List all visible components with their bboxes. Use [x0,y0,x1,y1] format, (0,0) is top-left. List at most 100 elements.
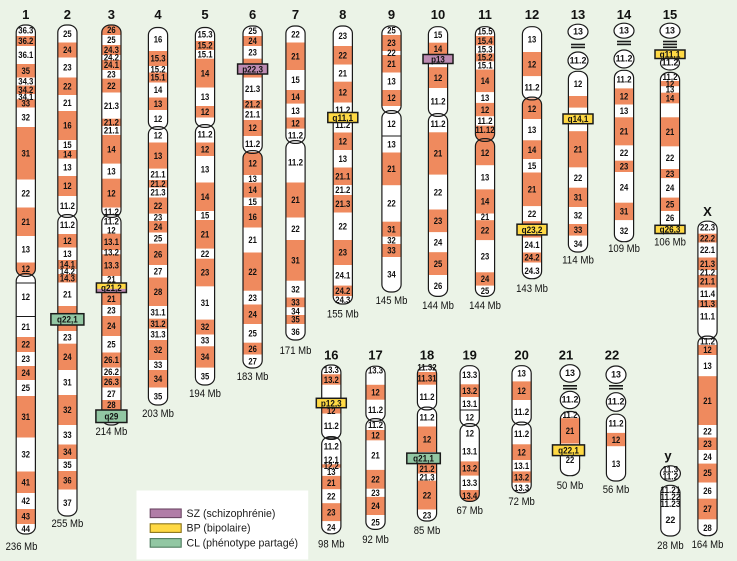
svg-text:8: 8 [339,7,346,22]
svg-text:15.5: 15.5 [477,27,492,37]
svg-text:24.2: 24.2 [335,286,350,296]
svg-text:12: 12 [339,87,348,97]
svg-text:12: 12 [703,345,712,355]
svg-text:12: 12 [525,7,539,22]
svg-text:12: 12 [154,130,163,140]
svg-text:q21,2: q21,2 [101,283,122,293]
svg-text:214 Mb: 214 Mb [96,426,128,438]
svg-text:q23,2: q23,2 [522,225,543,235]
svg-text:43: 43 [22,512,31,522]
svg-text:12: 12 [371,388,380,398]
svg-text:22: 22 [291,224,300,234]
svg-text:18: 18 [420,348,434,363]
svg-text:13.3: 13.3 [462,478,477,488]
svg-text:13: 13 [528,125,537,135]
svg-text:26: 26 [107,25,116,35]
svg-text:23: 23 [371,488,380,498]
svg-text:11.2: 11.2 [616,75,631,85]
svg-text:22: 22 [371,475,380,485]
svg-text:13: 13 [611,369,621,379]
svg-text:13: 13 [22,244,31,254]
svg-text:21: 21 [620,127,629,137]
svg-text:11.2: 11.2 [419,392,434,402]
svg-text:35: 35 [201,372,210,382]
svg-text:11.3: 11.3 [663,465,679,475]
svg-text:15.4: 15.4 [477,36,492,46]
svg-text:CL (phénotype partagé): CL (phénotype partagé) [187,537,299,549]
svg-text:25: 25 [154,233,163,243]
svg-text:24: 24 [371,501,380,511]
svg-text:13: 13 [573,26,583,36]
svg-text:22: 22 [434,187,443,197]
svg-text:13.1: 13.1 [462,447,477,457]
svg-text:22: 22 [703,426,712,436]
svg-text:14: 14 [481,197,490,207]
svg-text:22: 22 [528,209,537,219]
svg-text:11.2: 11.2 [514,407,529,417]
svg-text:15.1: 15.1 [477,61,492,71]
svg-text:11.4: 11.4 [700,289,715,299]
svg-text:11.2: 11.2 [477,116,492,126]
svg-text:12: 12 [154,114,163,124]
svg-text:25: 25 [107,339,116,349]
svg-text:28 Mb: 28 Mb [657,540,684,552]
svg-text:22: 22 [605,348,619,363]
svg-text:13: 13 [517,369,526,379]
svg-text:22: 22 [423,490,432,500]
svg-text:22: 22 [248,267,257,277]
svg-text:21.3: 21.3 [104,101,119,111]
svg-text:21.3: 21.3 [419,472,434,482]
svg-text:11.2: 11.2 [288,131,303,141]
svg-text:14: 14 [248,185,257,195]
svg-text:11.2: 11.2 [368,420,383,430]
svg-text:13: 13 [387,77,396,87]
svg-text:q26,3: q26,3 [660,225,681,235]
svg-text:14.2: 14.2 [60,267,75,277]
svg-text:12: 12 [387,93,396,103]
svg-text:15: 15 [663,7,677,22]
svg-text:33: 33 [387,246,396,256]
svg-text:14: 14 [617,7,632,22]
svg-text:31: 31 [22,148,31,158]
svg-text:23: 23 [107,70,116,80]
svg-text:11.2: 11.2 [197,129,212,139]
svg-text:50 Mb: 50 Mb [557,480,584,492]
svg-text:12: 12 [423,434,432,444]
svg-text:1: 1 [22,7,29,22]
svg-text:42: 42 [22,496,31,506]
svg-text:11.2: 11.2 [608,397,625,407]
svg-text:24: 24 [248,309,257,319]
svg-text:114 Mb: 114 Mb [562,254,594,266]
svg-text:31.1: 31.1 [150,308,165,318]
svg-text:21: 21 [339,68,348,78]
svg-text:13: 13 [339,154,348,164]
svg-text:12.1: 12.1 [324,455,339,465]
svg-text:14: 14 [107,145,116,155]
svg-text:24: 24 [154,222,163,232]
svg-text:25: 25 [248,26,257,36]
svg-text:15.1: 15.1 [197,50,212,60]
svg-text:27: 27 [107,389,116,399]
svg-text:21: 21 [434,149,443,159]
svg-text:14: 14 [434,44,443,54]
svg-text:14: 14 [666,93,675,103]
svg-text:36.3: 36.3 [18,26,33,36]
svg-text:12: 12 [248,159,257,169]
svg-text:16: 16 [154,35,163,45]
svg-text:33: 33 [291,298,300,308]
svg-text:33: 33 [574,225,583,235]
svg-text:11.2: 11.2 [60,201,75,211]
svg-text:13: 13 [201,164,210,174]
svg-text:13: 13 [327,467,336,477]
svg-text:12: 12 [666,79,675,89]
svg-text:5: 5 [201,7,208,22]
svg-text:21.1: 21.1 [104,126,119,136]
svg-text:p22,3: p22,3 [242,64,263,74]
svg-text:32: 32 [387,236,396,246]
svg-text:12: 12 [201,107,210,117]
svg-text:22: 22 [22,340,31,350]
svg-text:22: 22 [566,455,575,465]
svg-text:11.22: 11.22 [660,492,680,502]
svg-text:21: 21 [63,98,72,108]
svg-text:28: 28 [703,523,712,533]
